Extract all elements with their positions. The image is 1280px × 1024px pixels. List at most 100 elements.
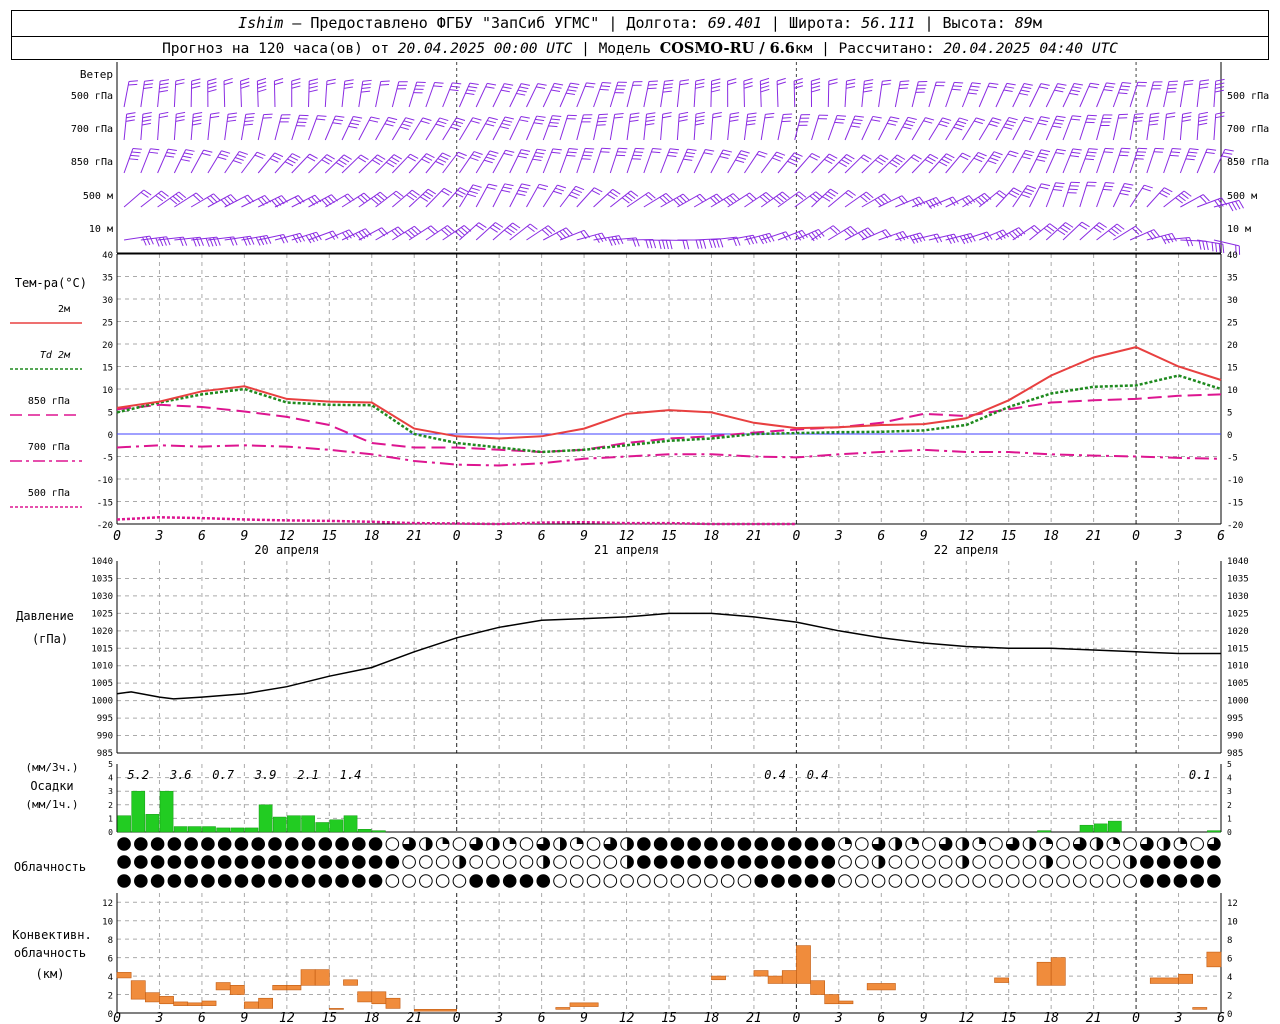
wind-barb-flag [536,86,546,90]
wind-barb-shaft [743,80,745,108]
wind-barb-flag [1168,234,1174,243]
cloud-circle [117,874,131,888]
wind-barb-flag [899,232,906,241]
wind-barb-flag [582,154,592,157]
wind-barb-flag [585,147,595,150]
wind-barb [861,115,882,141]
wind-barb-flag [1124,182,1134,186]
temp-tick-right: 30 [1227,296,1238,306]
wind-barb-flag [648,80,658,83]
wind-barb-flag [746,123,756,126]
conv-tick-left: 10 [102,918,113,928]
temp-x-tick-label: 3 [834,529,843,544]
wind-barb-flag [1131,227,1140,235]
cloud-symbol [787,837,802,851]
wind-barb [1129,113,1144,141]
wind-barb [1213,148,1234,174]
wind-barb-shaft [894,81,901,108]
conv-x-tick-label: 21 [1086,1011,1102,1024]
wind-barb-shaft [945,195,970,208]
wind-barb-flag [363,192,371,200]
wind-barb-flag [149,235,154,245]
wind-barb-shaft [945,232,971,241]
wind-barb-shaft [291,194,316,208]
wind-barb-flag [729,115,739,119]
wind-barb-shaft [475,83,488,108]
wind-barb [1079,114,1097,141]
wind-barb-shaft [1012,116,1026,141]
conv-x-tick-label: 0 [792,1011,800,1024]
wind-barb-flag [548,125,558,128]
cloud-symbol [771,855,785,869]
wind-barb-flag [317,115,327,117]
wind-barb-flag [973,157,983,163]
wind-barb-shaft [911,196,937,208]
wind-barb-shaft [811,225,834,241]
wind-barb-flag [943,155,953,161]
wind-barb-flag [890,116,900,120]
wind-barb-flag [809,155,818,161]
cloud-symbol [955,874,970,888]
cloud-circle [335,855,349,869]
precip-bar [343,815,358,833]
wind-barb-flag [1079,224,1088,230]
conv-tick-right: 4 [1227,973,1232,983]
pressure-tick-right: 1040 [1227,557,1249,567]
wind-barb-shaft [928,81,937,108]
wind-barb [677,239,707,249]
wind-barb-flag [422,117,432,121]
wind-barb [776,77,786,108]
wind-barb-shaft [895,196,920,208]
cloud-circle [452,837,467,851]
wind-level-label: 10 м [89,224,113,235]
wind-barb-shaft [526,184,540,208]
wind-barb-flag [407,156,416,162]
wind-barb-flag [1052,125,1062,129]
wind-barb [894,116,917,141]
wind-barb-flag [746,119,756,122]
wind-barb-shaft [542,184,558,208]
wind-barb-flag [1018,227,1026,235]
wind-barb-flag [975,154,985,160]
wind-barb-flag [360,154,369,161]
wind-barb [391,117,415,141]
cloud-circle [620,874,634,888]
wind-barb-shaft [190,114,194,141]
wind-barb-shaft [173,81,177,108]
wind-barb [542,82,564,108]
conv-x-tick-label: 6 [877,1011,885,1024]
wind-barb-shaft [458,82,471,108]
wind-barb-flag [266,235,272,244]
cloud-symbol [251,837,266,851]
cloud-symbol [838,855,852,869]
wind-barb [660,148,679,174]
wind-barb-flag [1238,200,1244,209]
wind-barb-flag [142,115,152,119]
wind-barb [844,191,874,208]
wind-barb-flag [841,159,850,165]
pressure-tick-left: 1035 [91,574,113,584]
wind-barb-shaft [1045,182,1057,208]
wind-barb-flag [645,119,655,122]
wind-barb-flag [861,230,869,239]
wind-barb-shaft [1129,229,1155,241]
pressure-tick-right: 1030 [1227,592,1249,602]
wind-barb-flag [1118,92,1128,95]
wind-barb-flag [735,159,745,163]
wind-barb-shaft [693,193,717,208]
wind-barb-shaft [157,148,169,174]
wind-barb-shaft [676,114,680,141]
conv-bar [753,970,769,977]
wind-barb-flag [335,115,345,118]
cloud-circle [1072,874,1087,888]
wind-barb [1146,187,1173,208]
wind-barb-flag [1070,89,1080,93]
wind-barb-flag [568,85,578,89]
wind-barb [509,83,531,108]
cloud-circle [1022,874,1037,888]
wind-barb-shaft [542,115,553,141]
cloud-circle [771,855,785,869]
precip-bar [188,826,202,833]
precip-unit-1h: (мм/1ч.) [26,798,79,811]
cloud-circle [922,837,936,851]
